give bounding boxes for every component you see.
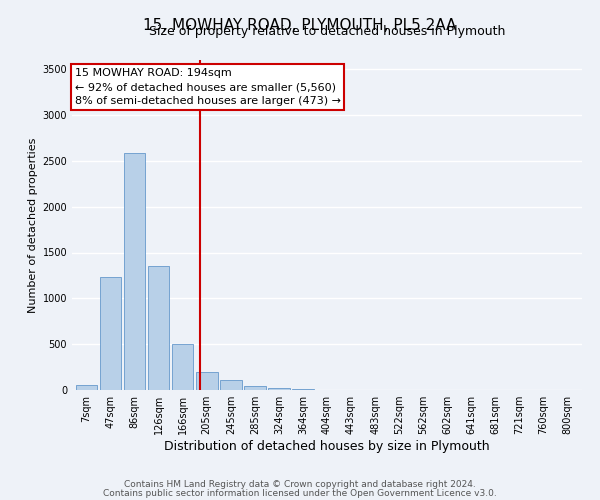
Bar xyxy=(244,386,266,390)
Bar xyxy=(100,277,121,390)
Bar xyxy=(220,380,242,390)
Text: Contains HM Land Registry data © Crown copyright and database right 2024.: Contains HM Land Registry data © Crown c… xyxy=(124,480,476,489)
Y-axis label: Number of detached properties: Number of detached properties xyxy=(28,138,38,312)
Text: 15, MOWHAY ROAD, PLYMOUTH, PL5 2AA: 15, MOWHAY ROAD, PLYMOUTH, PL5 2AA xyxy=(143,18,457,32)
Bar xyxy=(196,372,218,390)
Text: Contains public sector information licensed under the Open Government Licence v3: Contains public sector information licen… xyxy=(103,488,497,498)
Bar xyxy=(124,152,145,390)
X-axis label: Distribution of detached houses by size in Plymouth: Distribution of detached houses by size … xyxy=(164,440,490,453)
Bar xyxy=(148,266,169,390)
Bar xyxy=(292,389,314,390)
Bar xyxy=(76,385,97,390)
Title: Size of property relative to detached houses in Plymouth: Size of property relative to detached ho… xyxy=(149,25,505,38)
Bar xyxy=(268,388,290,390)
Text: 15 MOWHAY ROAD: 194sqm
← 92% of detached houses are smaller (5,560)
8% of semi-d: 15 MOWHAY ROAD: 194sqm ← 92% of detached… xyxy=(74,68,341,106)
Bar xyxy=(172,344,193,390)
